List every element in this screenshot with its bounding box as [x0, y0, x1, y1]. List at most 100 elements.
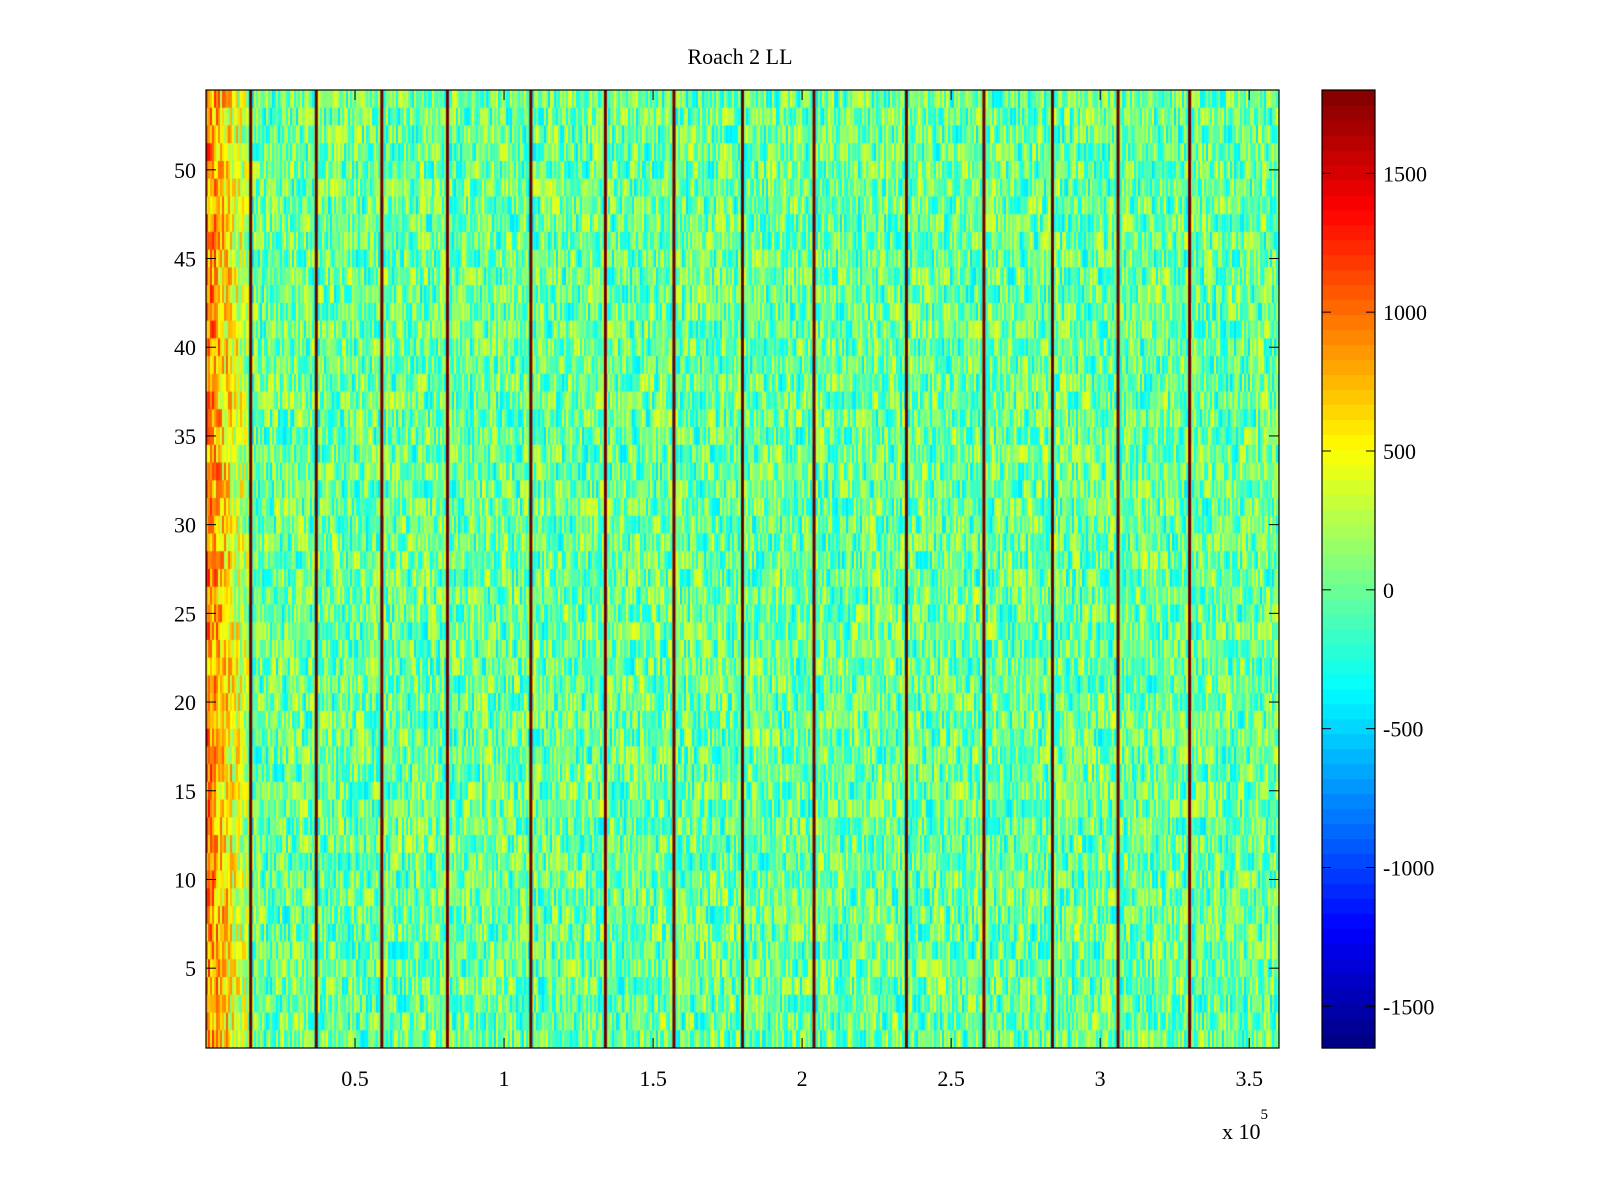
colorbar-swatch — [1322, 434, 1375, 450]
colorbar-swatch — [1322, 284, 1375, 301]
colorbar-swatch — [1322, 209, 1375, 226]
colorbar-swatch — [1322, 688, 1375, 705]
x-tick-label: 2 — [797, 1066, 808, 1091]
colorbar-swatch — [1322, 1018, 1375, 1034]
x-tick-label: 2.5 — [937, 1066, 965, 1091]
colorbar-swatch — [1322, 90, 1375, 106]
colorbar-swatch — [1322, 239, 1375, 256]
colorbar-swatch — [1322, 868, 1375, 884]
y-tick-label: 20 — [174, 690, 196, 715]
x-axis-multiplier-base: x 10 — [1222, 1119, 1261, 1144]
colorbar-swatch — [1322, 134, 1375, 151]
y-tick-label: 50 — [174, 158, 196, 183]
colorbar-frame — [1321, 89, 1376, 1049]
colorbar-swatch — [1322, 928, 1375, 944]
colorbar-tick-label: -1000 — [1383, 856, 1434, 881]
colorbar-swatch — [1322, 703, 1375, 720]
y-tick-label: 25 — [174, 601, 196, 626]
colorbar-swatch — [1322, 344, 1375, 361]
colorbar-swatch — [1322, 494, 1375, 510]
colorbar-swatch — [1322, 509, 1375, 525]
colorbar-swatch — [1322, 1033, 1375, 1049]
colorbar-swatch — [1322, 913, 1375, 929]
colorbar-swatch — [1322, 359, 1375, 376]
y-tick-label: 10 — [174, 867, 196, 892]
colorbar-tick-label: -1500 — [1383, 994, 1434, 1019]
colorbar-swatch — [1322, 643, 1375, 660]
colorbar-swatch — [1322, 808, 1375, 825]
colorbar: -1500 -1000 -500 0 500 1000 1500 — [1321, 89, 1434, 1049]
colorbar-swatch — [1322, 673, 1375, 690]
colorbar-swatch — [1322, 763, 1375, 780]
plot-frame — [205, 89, 1280, 1049]
x-axis-multiplier: x 105 — [1222, 1107, 1268, 1144]
y-axis: 5 10 15 20 25 30 35 40 45 50 — [174, 158, 1279, 981]
y-tick-label: 5 — [185, 956, 196, 981]
colorbar-swatch — [1322, 329, 1375, 346]
x-tick-label: 3 — [1095, 1066, 1106, 1091]
colorbar-tick-label: -500 — [1383, 717, 1423, 742]
colorbar-swatch — [1322, 628, 1375, 645]
colorbar-swatch — [1322, 1003, 1375, 1019]
colorbar-swatch — [1322, 119, 1375, 136]
x-tick-label: 1.5 — [639, 1066, 667, 1091]
colorbar-swatch — [1322, 733, 1375, 750]
chart-title: Roach 2 LL — [687, 44, 792, 69]
colorbar-swatch — [1322, 853, 1375, 869]
colorbar-tick-label: 1000 — [1383, 300, 1427, 325]
x-axis-multiplier-exponent: 5 — [1261, 1107, 1269, 1123]
colorbar-swatch — [1322, 613, 1375, 630]
heatmap-plot-area — [205, 89, 1280, 1049]
y-tick-label: 30 — [174, 513, 196, 538]
colorbar-swatch — [1322, 374, 1375, 390]
colorbar-swatch — [1322, 269, 1375, 286]
y-tick-label: 45 — [174, 247, 196, 272]
colorbar-swatch — [1322, 404, 1375, 420]
colorbar-swatch — [1322, 314, 1375, 331]
x-tick-label: 3.5 — [1235, 1066, 1263, 1091]
colorbar-swatch — [1322, 419, 1375, 435]
colorbar-swatch — [1322, 149, 1375, 166]
colorbar-swatch — [1322, 898, 1375, 914]
x-tick-label: 0.5 — [341, 1066, 369, 1091]
colorbar-swatch — [1322, 658, 1375, 675]
heatmap-image — [206, 90, 1279, 1048]
colorbar-tick-label: 1500 — [1383, 161, 1427, 186]
colorbar-tick-label: 0 — [1383, 578, 1394, 603]
y-tick-label: 40 — [174, 335, 196, 360]
colorbar-swatch — [1322, 389, 1375, 405]
colorbar-swatch — [1322, 958, 1375, 974]
colorbar-swatch — [1322, 104, 1375, 121]
colorbar-swatch — [1322, 539, 1375, 555]
colorbar-swatch — [1322, 569, 1375, 585]
y-tick-label: 35 — [174, 424, 196, 449]
colorbar-swatch — [1322, 988, 1375, 1004]
colorbar-swatch — [1322, 883, 1375, 899]
colorbar-swatch — [1322, 838, 1375, 855]
colorbar-swatch — [1322, 793, 1375, 810]
colorbar-swatch — [1322, 943, 1375, 959]
colorbar-swatch — [1322, 598, 1375, 615]
colorbar-swatch — [1322, 164, 1375, 181]
x-tick-label: 1 — [499, 1066, 510, 1091]
colorbar-swatch — [1322, 299, 1375, 316]
colorbar-swatch — [1322, 449, 1375, 465]
colorbar-swatch — [1322, 524, 1375, 540]
colorbar-swatch — [1322, 554, 1375, 570]
colorbar-swatch — [1322, 778, 1375, 795]
colorbar-swatch — [1322, 479, 1375, 495]
y-tick-label: 15 — [174, 779, 196, 804]
colorbar-swatch — [1322, 224, 1375, 241]
colorbar-swatch — [1322, 748, 1375, 765]
x-axis: 0.5 1 1.5 2 2.5 3 3.5 — [341, 90, 1263, 1091]
colorbar-swatch — [1322, 179, 1375, 196]
colorbar-swatch — [1322, 718, 1375, 735]
colorbar-swatch — [1322, 464, 1375, 480]
colorbar-tick-label: 500 — [1383, 439, 1416, 464]
colorbar-swatch — [1322, 973, 1375, 989]
colorbar-swatch — [1322, 583, 1375, 600]
colorbar-swatch — [1322, 194, 1375, 211]
colorbar-swatch — [1322, 823, 1375, 840]
colorbar-swatch — [1322, 254, 1375, 271]
